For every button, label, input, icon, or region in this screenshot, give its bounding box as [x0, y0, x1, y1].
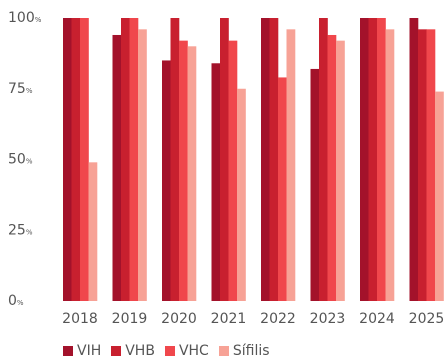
- legend-item: VIH: [63, 343, 101, 359]
- bar-vhb-2023: [319, 18, 328, 301]
- x-tick-label: 2024: [359, 311, 395, 327]
- bar-vih-2021: [211, 63, 221, 301]
- x-tick-label: 2020: [161, 311, 197, 327]
- bar-sífilis-2019: [138, 29, 147, 301]
- x-tick-label: 2019: [112, 311, 148, 327]
- bar-vhc-2019: [129, 18, 139, 301]
- bar-vhb-2018: [71, 18, 81, 301]
- bar-vhb-2019: [121, 18, 130, 301]
- x-axis: 2018 2019 2020 2021 2022 2023 2024 2025: [62, 311, 444, 327]
- x-tick-label: 2023: [310, 311, 346, 327]
- bar-vih-2022: [261, 18, 270, 301]
- bar-sífilis-2023: [336, 40, 345, 301]
- x-tick-label: 2022: [260, 311, 296, 327]
- y-tick-label: 25%: [8, 222, 33, 238]
- bar-vhc-2025: [426, 29, 436, 301]
- bar-vhc-2024: [377, 18, 386, 301]
- bar-vhb-2022: [269, 18, 279, 301]
- legend-swatch: [63, 346, 73, 356]
- bar-sífilis-2024: [385, 29, 395, 301]
- bar-vhc-2021: [228, 40, 238, 301]
- bar-vhc-2020: [179, 40, 188, 301]
- legend-swatch: [218, 346, 229, 356]
- y-tick-unit: %: [26, 228, 33, 236]
- y-tick-label: 50%: [8, 152, 33, 168]
- y-tick-unit: %: [26, 158, 33, 166]
- y-tick-label: 100%: [8, 10, 42, 26]
- y-tick-unit: %: [26, 87, 33, 95]
- bar-sífilis-2021: [237, 88, 246, 301]
- x-tick-label: 2025: [409, 311, 444, 327]
- legend-label: VHB: [125, 343, 155, 359]
- y-tick-label: 75%: [8, 81, 33, 97]
- bar-sífilis-2025: [435, 91, 444, 301]
- bar-sífilis-2020: [187, 46, 197, 301]
- legend-swatch: [164, 346, 175, 356]
- bar-vih-2019: [112, 34, 122, 301]
- y-tick-unit: %: [35, 16, 42, 24]
- legend-swatch: [111, 346, 122, 356]
- bar-vhb-2024: [368, 18, 378, 301]
- y-tick-label: 0%: [8, 293, 24, 309]
- bar-vih-2023: [310, 68, 320, 301]
- bar-vih-2024: [360, 18, 369, 301]
- bar-vhb-2025: [418, 29, 427, 301]
- legend-item: Sífilis: [218, 343, 270, 359]
- bar-sífilis-2018: [88, 162, 98, 301]
- x-tick-label: 2018: [62, 311, 98, 327]
- bar-vhb-2020: [170, 18, 180, 301]
- y-tick-unit: %: [17, 299, 24, 307]
- legend-item: VHC: [164, 343, 209, 359]
- bar-vhc-2022: [278, 77, 287, 302]
- bar-vhc-2023: [327, 34, 337, 301]
- y-axis: 0% 25% 50% 75% 100%: [8, 10, 42, 309]
- bar-vhb-2021: [220, 18, 229, 301]
- legend: VIH VHB VHC Sífilis: [63, 343, 280, 359]
- bar-vih-2025: [409, 18, 419, 301]
- legend-label: VIH: [77, 343, 102, 359]
- legend-item: VHB: [111, 343, 155, 359]
- bar-vih-2020: [162, 60, 171, 302]
- bar-vhc-2018: [80, 18, 89, 301]
- legend-label: VHC: [178, 343, 209, 359]
- bars: [63, 18, 444, 302]
- legend-label: Sífilis: [232, 343, 270, 359]
- x-tick-label: 2021: [211, 311, 247, 327]
- bar-sífilis-2022: [286, 29, 296, 301]
- bar-vih-2018: [63, 18, 72, 301]
